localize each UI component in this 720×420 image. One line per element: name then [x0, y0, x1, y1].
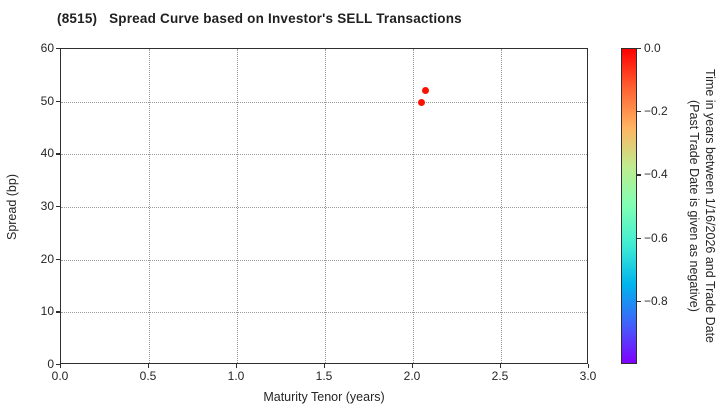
colorbar-tick-mark [637, 111, 641, 113]
x-tick-label: 3.0 [579, 369, 597, 383]
y-tick-mark [56, 258, 60, 260]
colorbar-tick-label: −0.2 [644, 104, 668, 119]
x-tick-label: 2.0 [403, 369, 421, 383]
gridline-x-2.5 [501, 49, 502, 363]
y-axis-label: Spread (bp) [5, 174, 19, 241]
x-tick-label: 0.0 [51, 369, 69, 383]
y-tick-mark [56, 206, 60, 208]
gridline-y-40 [61, 154, 587, 156]
x-tick-mark [60, 364, 62, 368]
colorbar-label-line2: (Past Trade Date is given as negative) [687, 100, 701, 312]
gridline-x-1.0 [237, 49, 238, 363]
y-tick-label: 0 [47, 357, 54, 371]
y-tick-label: 10 [40, 304, 54, 319]
colorbar-label-line1: Time in years between 1/16/2026 and Trad… [703, 68, 717, 343]
data-point [418, 98, 426, 106]
colorbar-tick-mark [637, 300, 641, 302]
y-tick-mark [56, 364, 60, 366]
x-tick-mark [412, 364, 414, 368]
y-tick-mark [56, 311, 60, 313]
x-tick-label: 2.5 [491, 369, 509, 383]
gridline-x-1.5 [325, 49, 326, 363]
y-tick-label: 20 [40, 251, 54, 266]
colorbar-label: Time in years between 1/16/2026 and Trad… [686, 48, 718, 364]
x-tick-mark [148, 364, 150, 368]
y-tick-label: 50 [40, 93, 54, 108]
gridline-x-2.0 [413, 49, 414, 363]
chart-title: (8515) Spread Curve based on Investor's … [57, 11, 462, 26]
colorbar-tick-mark [637, 237, 641, 239]
x-tick-label: 0.5 [139, 369, 157, 383]
colorbar-tick-label: −0.4 [644, 167, 668, 182]
x-tick-mark [324, 364, 326, 368]
gridline-y-20 [61, 259, 587, 261]
gridline-x-0.5 [149, 49, 150, 363]
x-tick-mark [236, 364, 238, 368]
x-tick-label: 1.5 [315, 369, 333, 383]
y-tick-label: 60 [40, 41, 54, 55]
colorbar-gradient [621, 48, 637, 364]
x-tick-mark [588, 364, 590, 368]
y-tick-label: 40 [40, 146, 54, 161]
data-point [421, 86, 429, 94]
gridline-y-50 [61, 101, 587, 103]
colorbar-tick-mark [637, 174, 641, 176]
colorbar-tick-label: −0.8 [644, 293, 668, 308]
y-tick-mark [56, 48, 60, 50]
x-tick-label: 1.0 [227, 369, 245, 383]
colorbar-tick-label: 0.0 [644, 41, 661, 55]
plot-area [60, 48, 588, 364]
y-tick-mark [56, 100, 60, 102]
x-tick-mark [500, 364, 502, 368]
y-tick-label: 30 [40, 199, 54, 213]
colorbar-tick-mark [637, 48, 641, 50]
gridline-y-10 [61, 312, 587, 314]
gridline-y-30 [61, 207, 587, 208]
x-axis-label: Maturity Tenor (years) [263, 390, 385, 404]
y-tick-mark [56, 153, 60, 155]
colorbar-tick-label: −0.6 [644, 230, 668, 245]
